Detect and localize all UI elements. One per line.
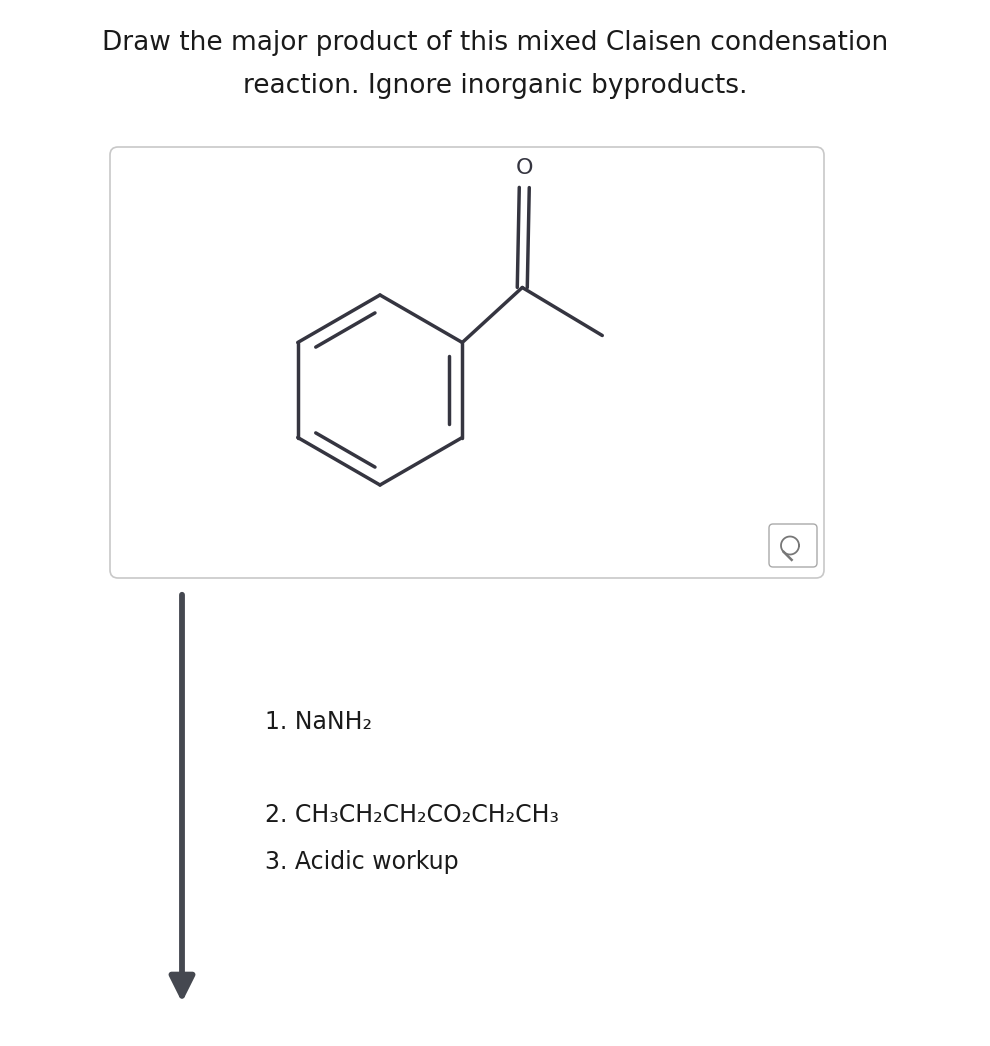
Text: 3. Acidic workup: 3. Acidic workup	[265, 850, 458, 874]
Text: 2. CH₃CH₂CH₂CO₂CH₂CH₃: 2. CH₃CH₂CH₂CO₂CH₂CH₃	[265, 803, 559, 827]
Text: reaction. Ignore inorganic byproducts.: reaction. Ignore inorganic byproducts.	[243, 73, 747, 99]
Text: O: O	[516, 158, 533, 178]
Text: 1. NaNH₂: 1. NaNH₂	[265, 710, 372, 734]
FancyBboxPatch shape	[769, 524, 817, 567]
Text: Draw the major product of this mixed Claisen condensation: Draw the major product of this mixed Cla…	[102, 30, 888, 56]
FancyBboxPatch shape	[110, 147, 824, 578]
